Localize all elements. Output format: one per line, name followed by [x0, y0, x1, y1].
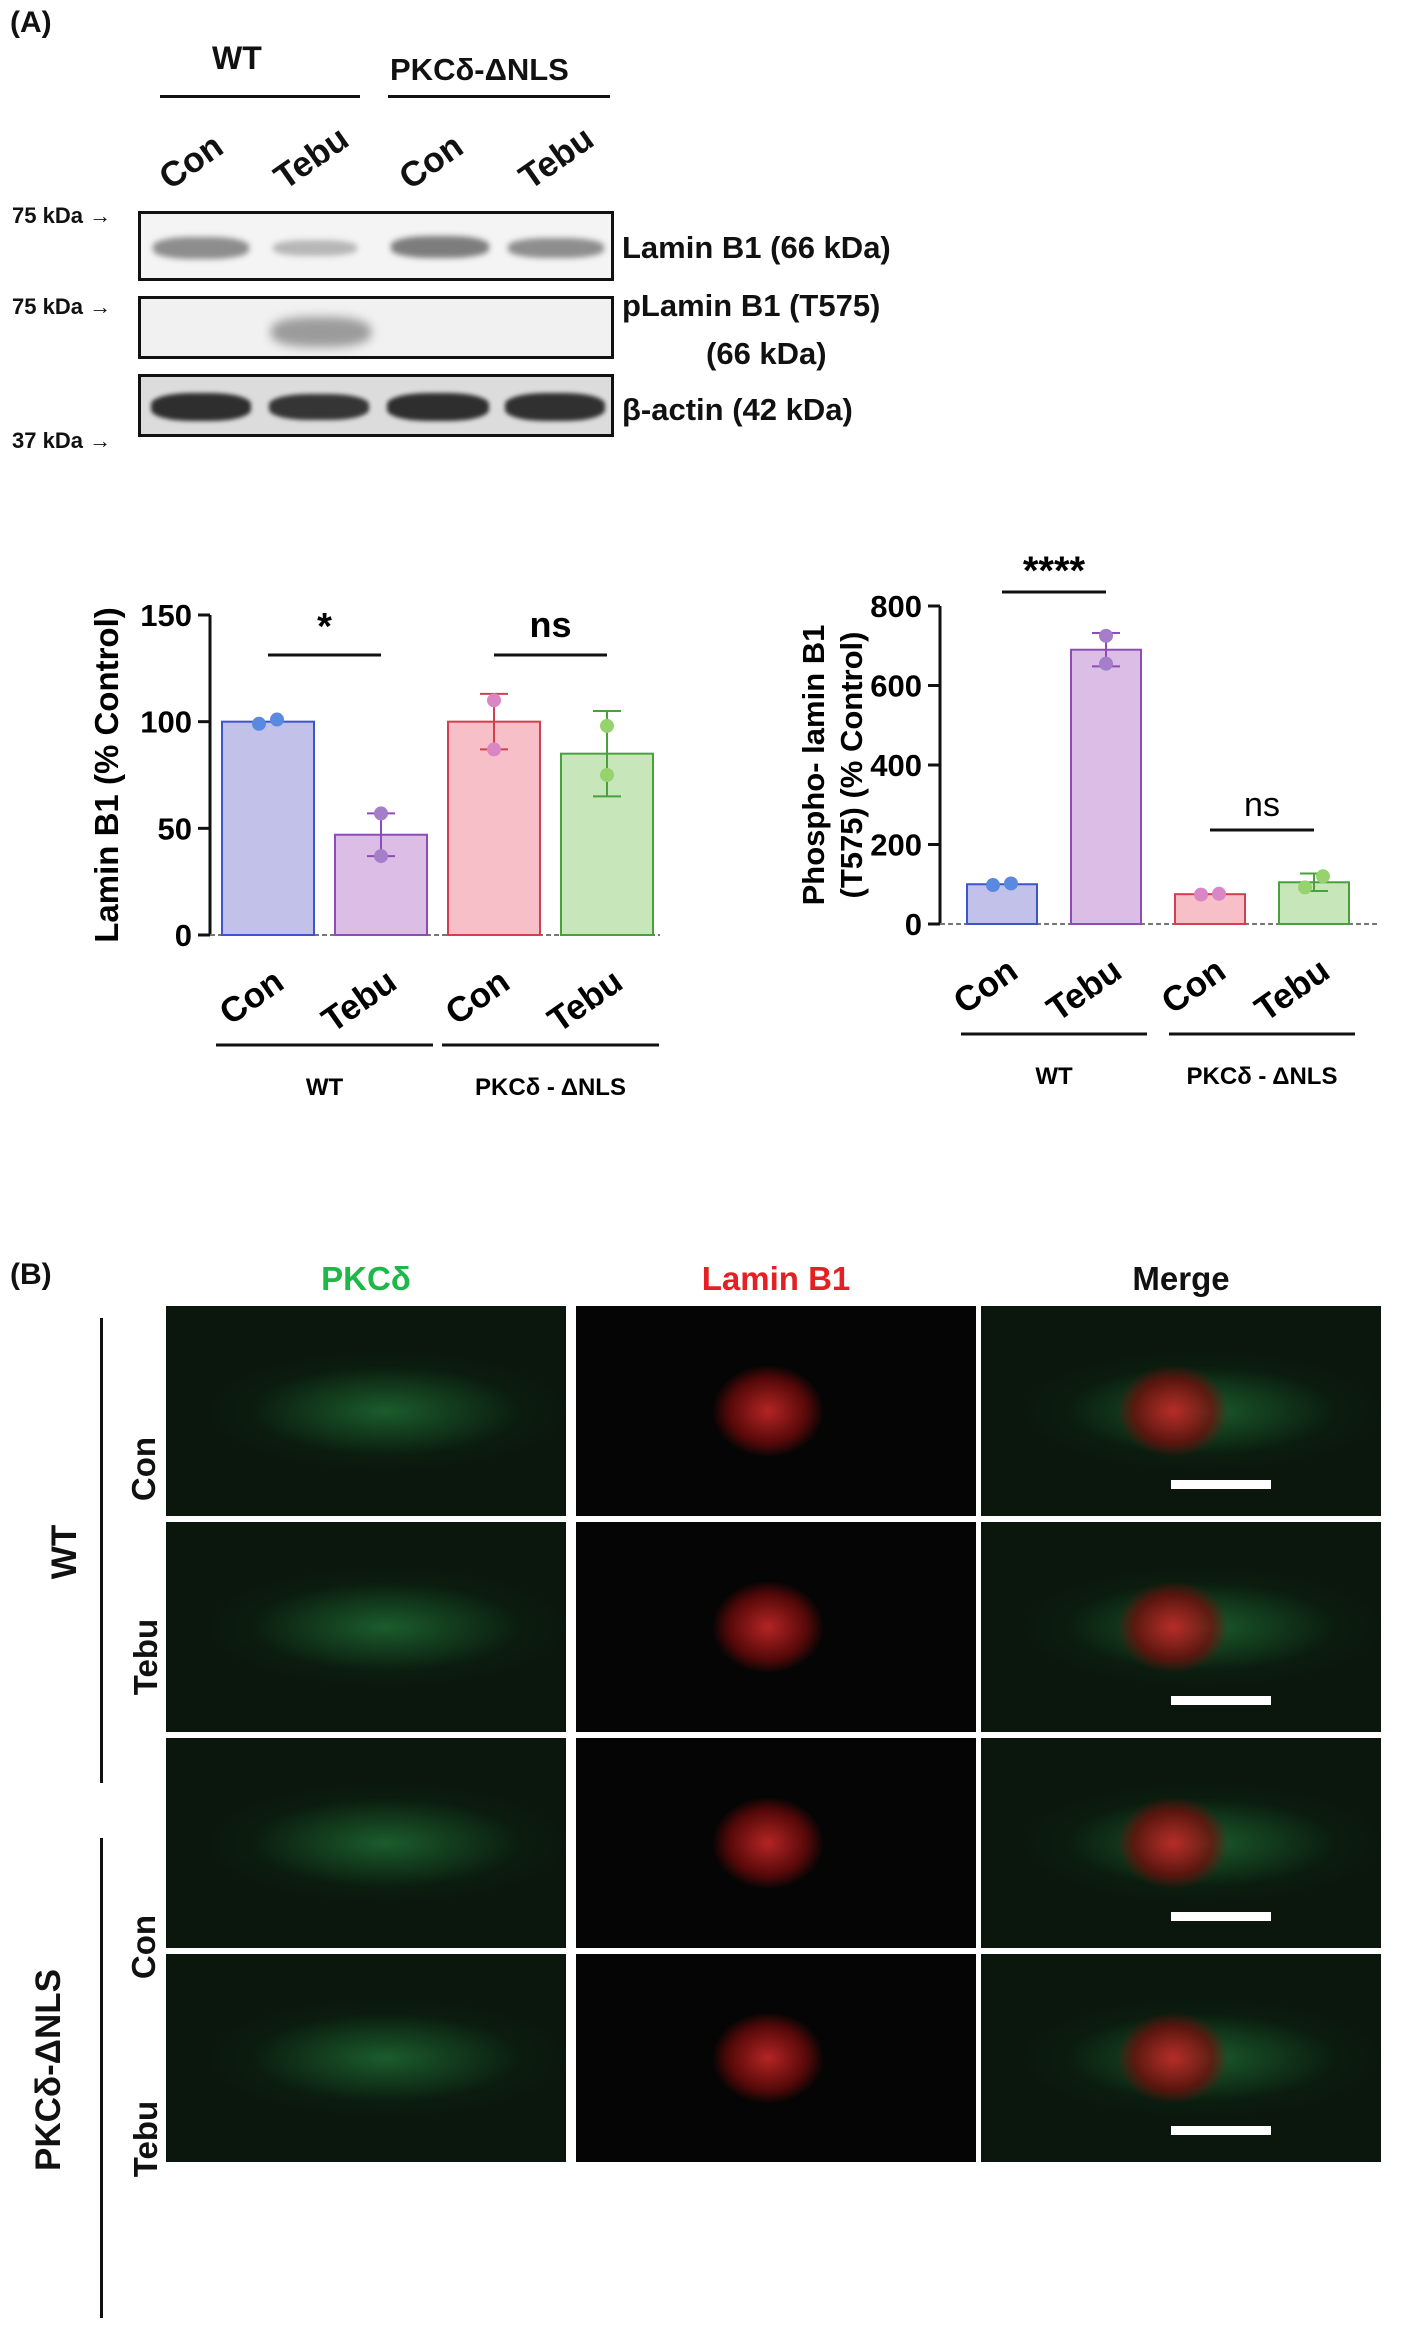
bar — [1070, 648, 1142, 925]
y-axis-label: (T575) (% Control) — [834, 632, 869, 899]
row-label: Con — [125, 1436, 163, 1502]
data-point — [374, 849, 388, 864]
data-point — [1099, 656, 1113, 671]
row-label: Tebu — [127, 1618, 165, 1696]
scale-bar — [1171, 1912, 1271, 1921]
x-tick-label: Tebu — [1040, 951, 1129, 1029]
micrograph — [165, 1737, 567, 1949]
data-point — [1298, 880, 1312, 895]
significance-label: ns — [1244, 786, 1280, 824]
y-tick-label: 200 — [870, 828, 922, 863]
row-label: Con — [125, 1914, 163, 1980]
blot-group-mut: PKCδ-ΔNLS — [390, 52, 569, 87]
group-label-wt: WT — [45, 1524, 85, 1580]
group-label: WT — [306, 1074, 344, 1101]
group-line-wt — [100, 1318, 103, 1783]
x-tick-label: Con — [1154, 951, 1232, 1022]
data-point — [600, 718, 614, 733]
column-header-pkcd: PKCδ — [321, 1260, 411, 1297]
blot-group-mut-line — [388, 95, 610, 98]
lane-label: Con — [152, 126, 231, 198]
group-line-mut — [100, 1838, 103, 2318]
x-tick-label: Tebu — [315, 962, 404, 1040]
y-axis-label: Lamin B1 (% Control) — [88, 607, 125, 943]
micrograph — [980, 1737, 1382, 1949]
blot-lamin-b1 — [138, 211, 614, 281]
data-point — [252, 716, 266, 731]
blot-row-label: (66 kDa) — [706, 336, 827, 371]
significance-label: * — [317, 606, 332, 648]
scale-bar — [1171, 1480, 1271, 1489]
micrograph — [165, 1953, 567, 2163]
bar — [966, 883, 1038, 925]
scale-bar — [1171, 1696, 1271, 1705]
panel-a-label: (A) — [10, 6, 52, 39]
y-tick-label: 600 — [870, 669, 922, 704]
lane-label: Tebu — [512, 118, 601, 198]
scale-bar — [1171, 2126, 1271, 2135]
data-point — [986, 878, 1000, 893]
micrograph — [980, 1953, 1382, 2163]
y-tick-label: 50 — [158, 811, 192, 846]
micrograph — [165, 1305, 567, 1517]
x-tick-label: Tebu — [1248, 951, 1337, 1029]
micrograph — [165, 1521, 567, 1733]
lane-label: Tebu — [267, 118, 356, 198]
data-point — [487, 693, 501, 708]
blot-plamin-b1 — [138, 296, 614, 359]
chart-phospho-lamin-b1: 0 200 400 600 800 Phospho- lamin B1 (T575) (% … — [796, 549, 1380, 1090]
x-tick-label: Con — [946, 951, 1024, 1022]
x-tick-label: Tebu — [541, 962, 630, 1040]
significance-label: **** — [1023, 549, 1086, 593]
data-point — [270, 712, 284, 727]
y-tick-label: 150 — [140, 598, 192, 633]
micrograph — [575, 1521, 977, 1733]
blot-beta-actin — [138, 374, 614, 437]
blot-group-wt-line — [160, 95, 360, 98]
data-point — [1212, 886, 1226, 901]
row-label: Tebu — [127, 2100, 165, 2178]
mw-marker: 75 kDa → — [12, 203, 112, 228]
panel-b-label: (B) — [10, 1258, 52, 1291]
data-point — [374, 806, 388, 821]
chart-lamin-b1: 0 50 100 150 Lamin B1 (% Control) Con Tebu Con T… — [88, 598, 660, 1101]
mw-marker: 37 kDa → — [12, 428, 112, 453]
mw-marker: 75 kDa → — [12, 294, 112, 319]
micrograph — [575, 1305, 977, 1517]
data-point — [1316, 869, 1330, 884]
blot-row-label: Lamin B1 (66 kDa) — [622, 230, 891, 265]
x-tick-label: Con — [438, 962, 516, 1033]
blot-row-label: pLamin B1 (T575) — [622, 288, 881, 323]
blot-row-label: β-actin (42 kDa) — [622, 392, 853, 427]
significance-label: ns — [529, 604, 571, 645]
bar — [447, 720, 541, 936]
group-label-mut: PKCδ-ΔNLS — [28, 1969, 68, 2171]
y-tick-label: 0 — [905, 907, 922, 942]
group-label: PKCδ - ΔNLS — [475, 1074, 626, 1101]
y-tick-label: 100 — [140, 705, 192, 740]
group-label: PKCδ - ΔNLS — [1187, 1063, 1338, 1090]
lane-label: Con — [392, 126, 471, 198]
column-header-lamin-b1: Lamin B1 — [701, 1260, 851, 1297]
blot-group-wt: WT — [212, 40, 262, 76]
data-point — [1004, 876, 1018, 891]
micrograph — [980, 1305, 1382, 1517]
data-point — [600, 768, 614, 782]
micrograph — [980, 1521, 1382, 1733]
x-tick-label: Con — [212, 962, 290, 1033]
column-header-merge: Merge — [1132, 1260, 1230, 1297]
bar — [1174, 893, 1246, 925]
y-tick-label: 400 — [870, 748, 922, 783]
y-tick-label: 800 — [870, 589, 922, 624]
y-tick-label: 0 — [175, 918, 192, 953]
y-axis-label: Phospho- lamin B1 — [796, 625, 831, 906]
micrograph — [575, 1953, 977, 2163]
group-label: WT — [1035, 1063, 1073, 1090]
data-point — [1194, 887, 1208, 902]
data-point — [487, 742, 501, 757]
micrograph — [575, 1737, 977, 1949]
data-point — [1099, 628, 1113, 643]
bar — [221, 720, 315, 936]
